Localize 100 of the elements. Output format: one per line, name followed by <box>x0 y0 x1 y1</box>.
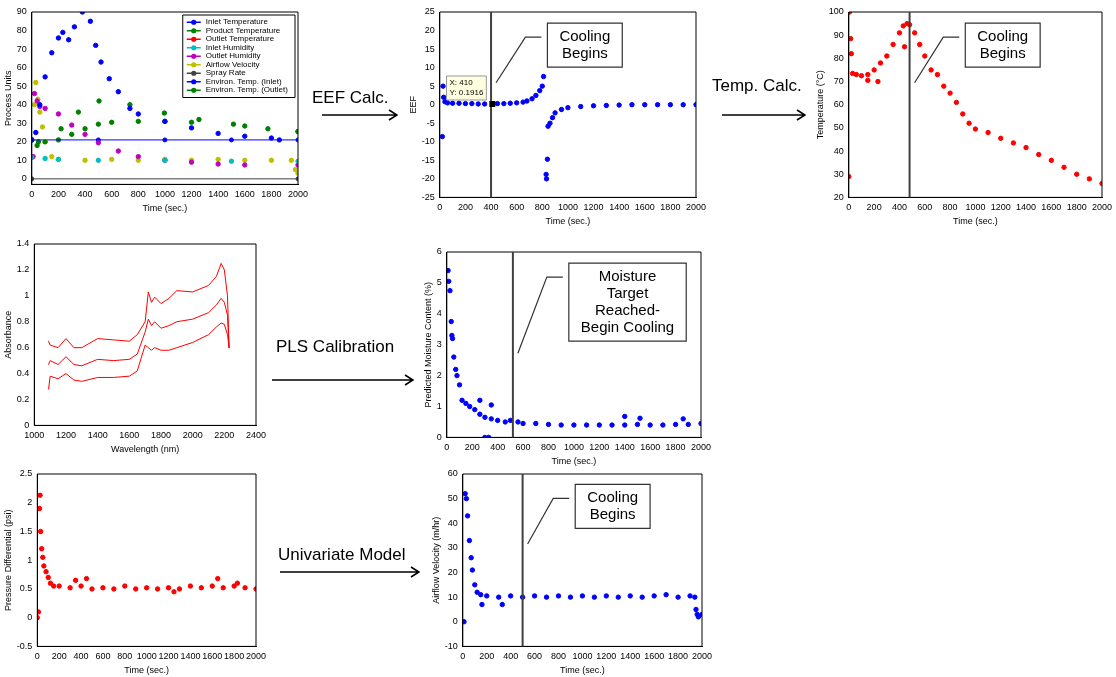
x-axis-title: Time (sec.) <box>142 203 188 214</box>
x-axis-title: Time (sec.) <box>953 216 998 227</box>
y-tick-label: -5 <box>426 117 435 128</box>
y-tick-label: 5 <box>436 277 442 288</box>
y-tick-label: -10 <box>421 136 435 147</box>
y-tick-label: 80 <box>833 52 844 63</box>
x-tick-label: 400 <box>891 202 907 213</box>
x-tick-label: 1800 <box>665 442 686 453</box>
y-tick-label: 1 <box>436 400 442 411</box>
y-tick-label: 60 <box>447 468 458 479</box>
x-tick-label: 200 <box>479 651 495 662</box>
x-tick-label: 1400 <box>609 202 630 213</box>
y-tick-label: 50 <box>447 493 458 504</box>
y-tick-label: 5 <box>429 80 435 91</box>
x-tick-label: 1200 <box>55 430 76 441</box>
y-tick-label: 50 <box>16 80 27 91</box>
x-tick-label: 200 <box>457 202 473 213</box>
y-tick-label: 30 <box>833 168 844 179</box>
x-tick-label: 1200 <box>596 651 617 662</box>
x-tick-label: 1800 <box>1066 202 1087 213</box>
y-tick-label: 60 <box>16 62 27 73</box>
x-tick-label: 1600 <box>634 202 655 213</box>
y-tick-label: -15 <box>421 154 435 165</box>
x-tick-label: 1800 <box>261 189 282 200</box>
x-tick-label: 1200 <box>583 202 604 213</box>
y-tick-label: 100 <box>828 6 844 17</box>
x-tick-label: 200 <box>50 189 66 200</box>
x-tick-label: 400 <box>73 651 89 662</box>
legend-label: Environ. Temp. (Outlet) <box>205 85 289 95</box>
x-axis-title: Time (sec.) <box>551 456 597 467</box>
x-tick-label: 600 <box>917 202 933 213</box>
legend-label: Inlet Humidity <box>205 42 255 52</box>
y-tick-label: 1 <box>27 554 33 565</box>
x-axis-title: Time (sec.) <box>545 216 591 227</box>
y-tick-label: 90 <box>16 6 27 17</box>
x-tick-label: 1600 <box>202 651 223 662</box>
x-tick-label: 1400 <box>1016 202 1037 213</box>
y-tick-label: 1.4 <box>16 238 30 249</box>
y-axis-title: Absorbance <box>2 310 13 359</box>
y-tick-label: 30 <box>447 542 458 553</box>
y-tick-label: 0 <box>27 612 33 623</box>
x-tick-label: 1200 <box>158 651 179 662</box>
legend-label: Outlet Temperature <box>205 34 275 44</box>
x-tick-label: 1600 <box>1041 202 1062 213</box>
legend-label: Airflow Velocity <box>205 59 260 69</box>
y-tick-label: 6 <box>436 246 442 257</box>
x-tick-label: 1000 <box>965 202 986 213</box>
x-tick-label: 600 <box>515 442 531 453</box>
x-tick-label: 2000 <box>245 651 267 662</box>
text: EEF Calc. <box>312 88 389 108</box>
x-axis-title: Wavelength (nm) <box>111 444 180 455</box>
y-tick-label: 1.5 <box>19 525 33 536</box>
y-axis-title: Predicted Moisture Content (%) <box>422 281 433 408</box>
x-tick-label: 200 <box>464 442 480 453</box>
y-tick-label: 40 <box>447 517 458 528</box>
y-tick-label: 0 <box>24 419 30 430</box>
y-tick-label: 40 <box>833 145 844 156</box>
y-tick-label: 0.2 <box>16 393 30 404</box>
y-tick-label: 1.2 <box>16 264 30 275</box>
y-axis-title: Pressure Differential (psi) <box>2 509 13 611</box>
y-tick-label: 30 <box>16 117 27 128</box>
x-tick-label: 1000 <box>136 651 157 662</box>
y-tick-label: 2 <box>27 497 33 508</box>
x-tick-label: 800 <box>534 202 550 213</box>
y-tick-label: 40 <box>16 99 27 110</box>
x-tick-label: 1800 <box>668 651 689 662</box>
x-tick-label: 2000 <box>691 651 713 662</box>
ref-line-label: Cooling Begins <box>587 487 639 522</box>
annotation: X: 410 Y: 0.1916 <box>449 78 484 98</box>
x-tick-label: 1400 <box>620 651 641 662</box>
x-tick-label: 1800 <box>660 202 681 213</box>
x-tick-label: 2000 <box>1091 202 1113 213</box>
x-tick-label: 600 <box>104 189 120 200</box>
x-tick-label: 1000 <box>563 442 584 453</box>
y-tick-label: -25 <box>421 191 435 202</box>
y-tick-label: 0.8 <box>16 316 30 327</box>
text: Univariate Model <box>278 545 406 565</box>
text: PLS Calibration <box>276 337 395 357</box>
x-tick-label: 1400 <box>87 430 108 441</box>
y-tick-label: 25 <box>424 6 435 17</box>
y-tick-label: 3 <box>436 339 442 350</box>
ref-line-label: Cooling Begins <box>977 26 1029 61</box>
x-tick-label: 1600 <box>644 651 665 662</box>
x-tick-label: 400 <box>503 651 519 662</box>
text: Temp. Calc. <box>712 76 802 96</box>
y-tick-label: 90 <box>833 29 844 40</box>
y-tick-label: 0 <box>429 99 435 110</box>
x-tick-label: 2000 <box>690 442 712 453</box>
y-tick-label: 70 <box>16 43 27 54</box>
y-tick-label: 20 <box>424 25 435 36</box>
x-tick-label: 1600 <box>119 430 140 441</box>
y-tick-label: -0.5 <box>16 640 33 651</box>
y-tick-label: 1 <box>24 290 30 301</box>
x-tick-label: 800 <box>540 442 556 453</box>
x-tick-label: 800 <box>130 189 146 200</box>
x-tick-label: 1400 <box>614 442 635 453</box>
x-tick-label: 2000 <box>287 189 309 200</box>
y-axis-title: Process Units <box>2 69 13 126</box>
y-tick-label: 50 <box>833 122 844 133</box>
x-tick-label: 800 <box>117 651 133 662</box>
